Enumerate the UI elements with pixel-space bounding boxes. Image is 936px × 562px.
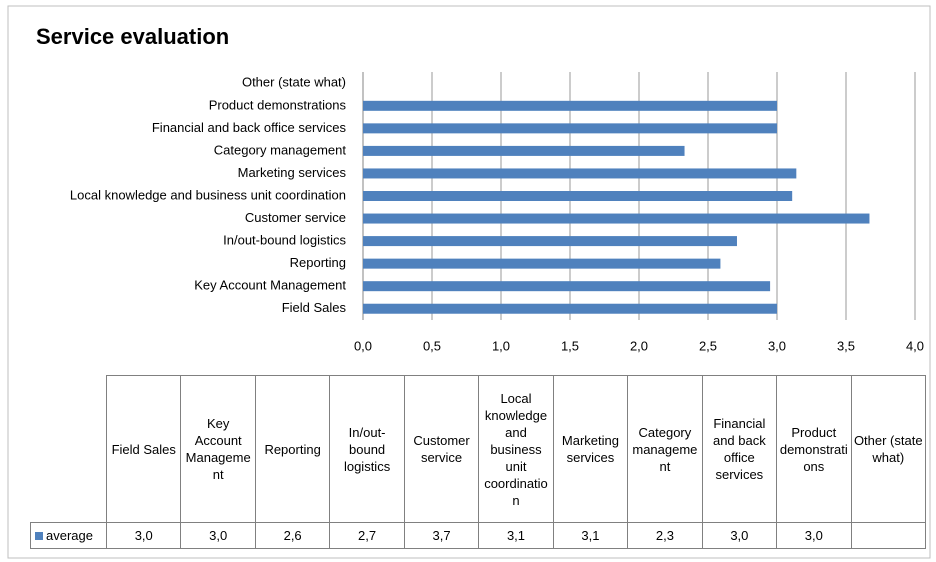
y-tick-label: Marketing services — [238, 165, 347, 180]
y-tick-label: Product demonstrations — [209, 97, 347, 112]
table-header: Product demonstrations — [776, 375, 852, 523]
y-tick-label: Key Account Management — [194, 278, 346, 293]
table-value — [850, 522, 926, 549]
table-header: Category management — [627, 375, 703, 523]
y-tick-label: Field Sales — [282, 300, 347, 315]
x-tick-label: 2,0 — [630, 338, 648, 353]
table-value: 2,7 — [329, 522, 405, 549]
y-tick-label: Financial and back office services — [152, 120, 347, 135]
table-value: 3,0 — [701, 522, 778, 549]
x-tick-label: 3,5 — [837, 338, 855, 353]
x-tick-label: 0,5 — [423, 338, 441, 353]
x-tick-label: 0,0 — [354, 338, 372, 353]
x-tick-label: 2,5 — [699, 338, 717, 353]
y-tick-label: Reporting — [290, 255, 346, 270]
bar — [363, 281, 771, 292]
x-tick-label: 1,0 — [492, 338, 510, 353]
legend-swatch — [35, 531, 43, 540]
y-tick-label: Other (state what) — [242, 75, 346, 90]
table-value: 3,1 — [478, 522, 554, 549]
bar — [363, 100, 777, 111]
legend-label: average — [46, 528, 93, 543]
legend-cell: average — [30, 522, 107, 549]
y-tick-label: Category management — [214, 142, 347, 157]
bar — [363, 213, 870, 224]
table-value: 3,0 — [106, 522, 182, 549]
table-value: 3,1 — [552, 522, 629, 549]
bar — [363, 191, 793, 201]
y-tick-label: Local knowledge and business unit coordi… — [70, 187, 346, 202]
x-tick-label: 4,0 — [906, 338, 924, 353]
bar — [363, 168, 797, 179]
x-tick-label: 3,0 — [768, 338, 786, 353]
table-header: In/out-bound logistics — [329, 375, 405, 523]
table-header: Local knowledge and business unit coordi… — [478, 375, 554, 523]
chart-title: Service evaluation — [36, 24, 229, 49]
table-header: Customer service — [403, 375, 480, 523]
table-header: Key Account Management — [180, 375, 256, 523]
table-value: 2,6 — [254, 522, 331, 549]
bar — [363, 145, 685, 156]
x-tick-label: 1,5 — [561, 338, 579, 353]
table-header: Financial and back office services — [701, 375, 778, 523]
table-header: Reporting — [254, 375, 331, 523]
bar — [363, 236, 737, 247]
table-value: 3,0 — [776, 522, 852, 549]
table-header: Other (state what) — [850, 375, 926, 523]
bar — [363, 303, 777, 314]
bar — [363, 258, 721, 269]
table-value: 3,0 — [180, 522, 256, 549]
table-header: Marketing services — [552, 375, 629, 523]
table-header: Field Sales — [106, 375, 182, 523]
bar — [363, 123, 777, 134]
y-tick-label: In/out-bound logistics — [223, 233, 346, 248]
chart-frame — [7, 5, 931, 559]
table-value: 2,3 — [627, 522, 703, 549]
y-tick-label: Customer service — [245, 210, 346, 225]
table-value: 3,7 — [403, 522, 480, 549]
